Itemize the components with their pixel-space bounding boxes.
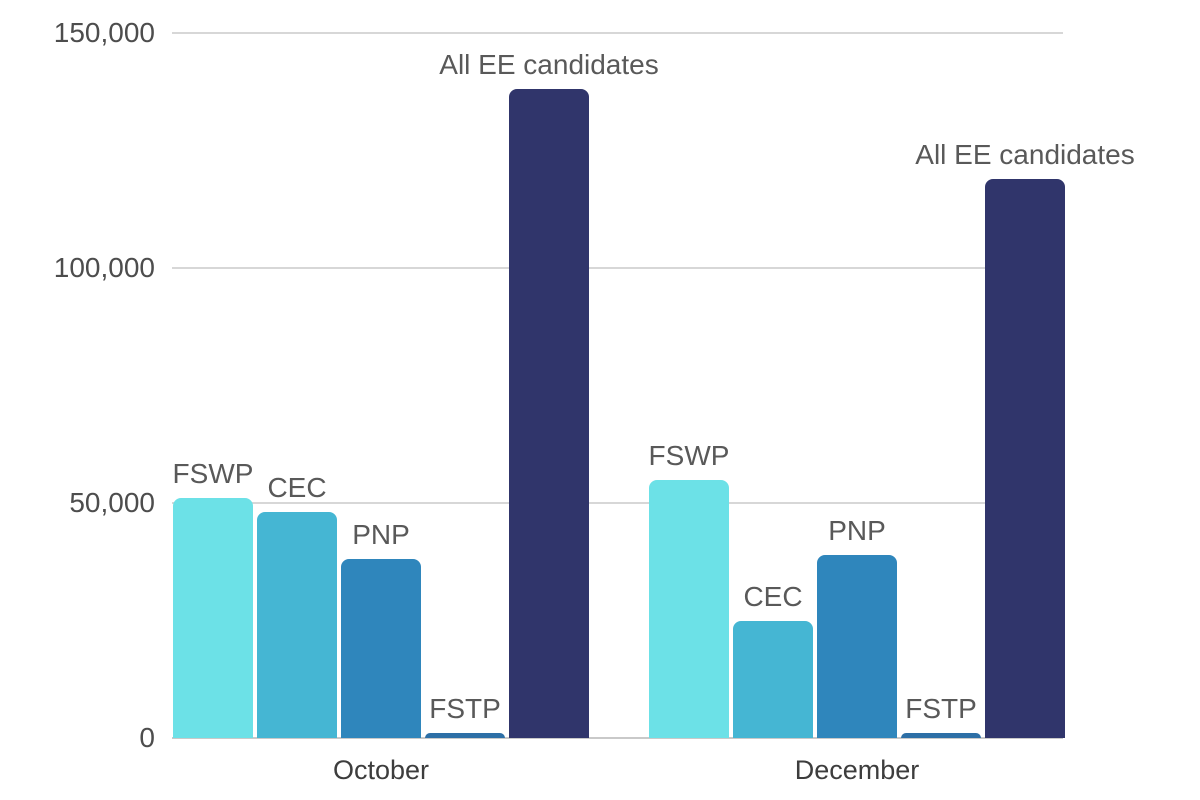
y-tick-label: 0: [139, 722, 155, 753]
bar-label-fswp: FSWP: [648, 439, 730, 471]
bar-label-fswp: FSWP: [172, 458, 254, 490]
x-category-label-december: December: [794, 755, 920, 785]
bar-label-fstp: FSTP: [905, 693, 977, 725]
bar-label-all-ee-candidates: All EE candidates: [915, 138, 1135, 170]
bar-october-pnp: [341, 559, 421, 738]
bar-october-fswp: [173, 498, 253, 738]
bar-label-cec: CEC: [743, 580, 803, 612]
bar-label-cec: CEC: [267, 472, 327, 504]
bar-december-fswp: [649, 479, 729, 738]
bar-october-cec: [257, 512, 337, 738]
gridline: [172, 502, 1063, 504]
gridline: [172, 267, 1063, 269]
y-tick-label: 150,000: [53, 17, 155, 48]
bar-label-all-ee-candidates: All EE candidates: [439, 49, 659, 81]
gridline: [172, 32, 1063, 34]
y-tick-label: 50,000: [69, 487, 155, 518]
bar-october-all-ee-candidates: [509, 89, 589, 738]
bar-december-pnp: [817, 554, 897, 738]
bar-october-fstp: [425, 733, 505, 738]
bar-december-fstp: [901, 733, 981, 738]
bar-december-all-ee-candidates: [985, 178, 1065, 738]
x-category-label-october: October: [332, 755, 430, 785]
bar-label-pnp: PNP: [828, 514, 886, 546]
bar-label-pnp: PNP: [352, 519, 410, 551]
x-axis-line: [172, 737, 1063, 739]
y-tick-label: 100,000: [53, 252, 155, 283]
bar-december-cec: [733, 620, 813, 738]
bar-label-fstp: FSTP: [429, 693, 501, 725]
